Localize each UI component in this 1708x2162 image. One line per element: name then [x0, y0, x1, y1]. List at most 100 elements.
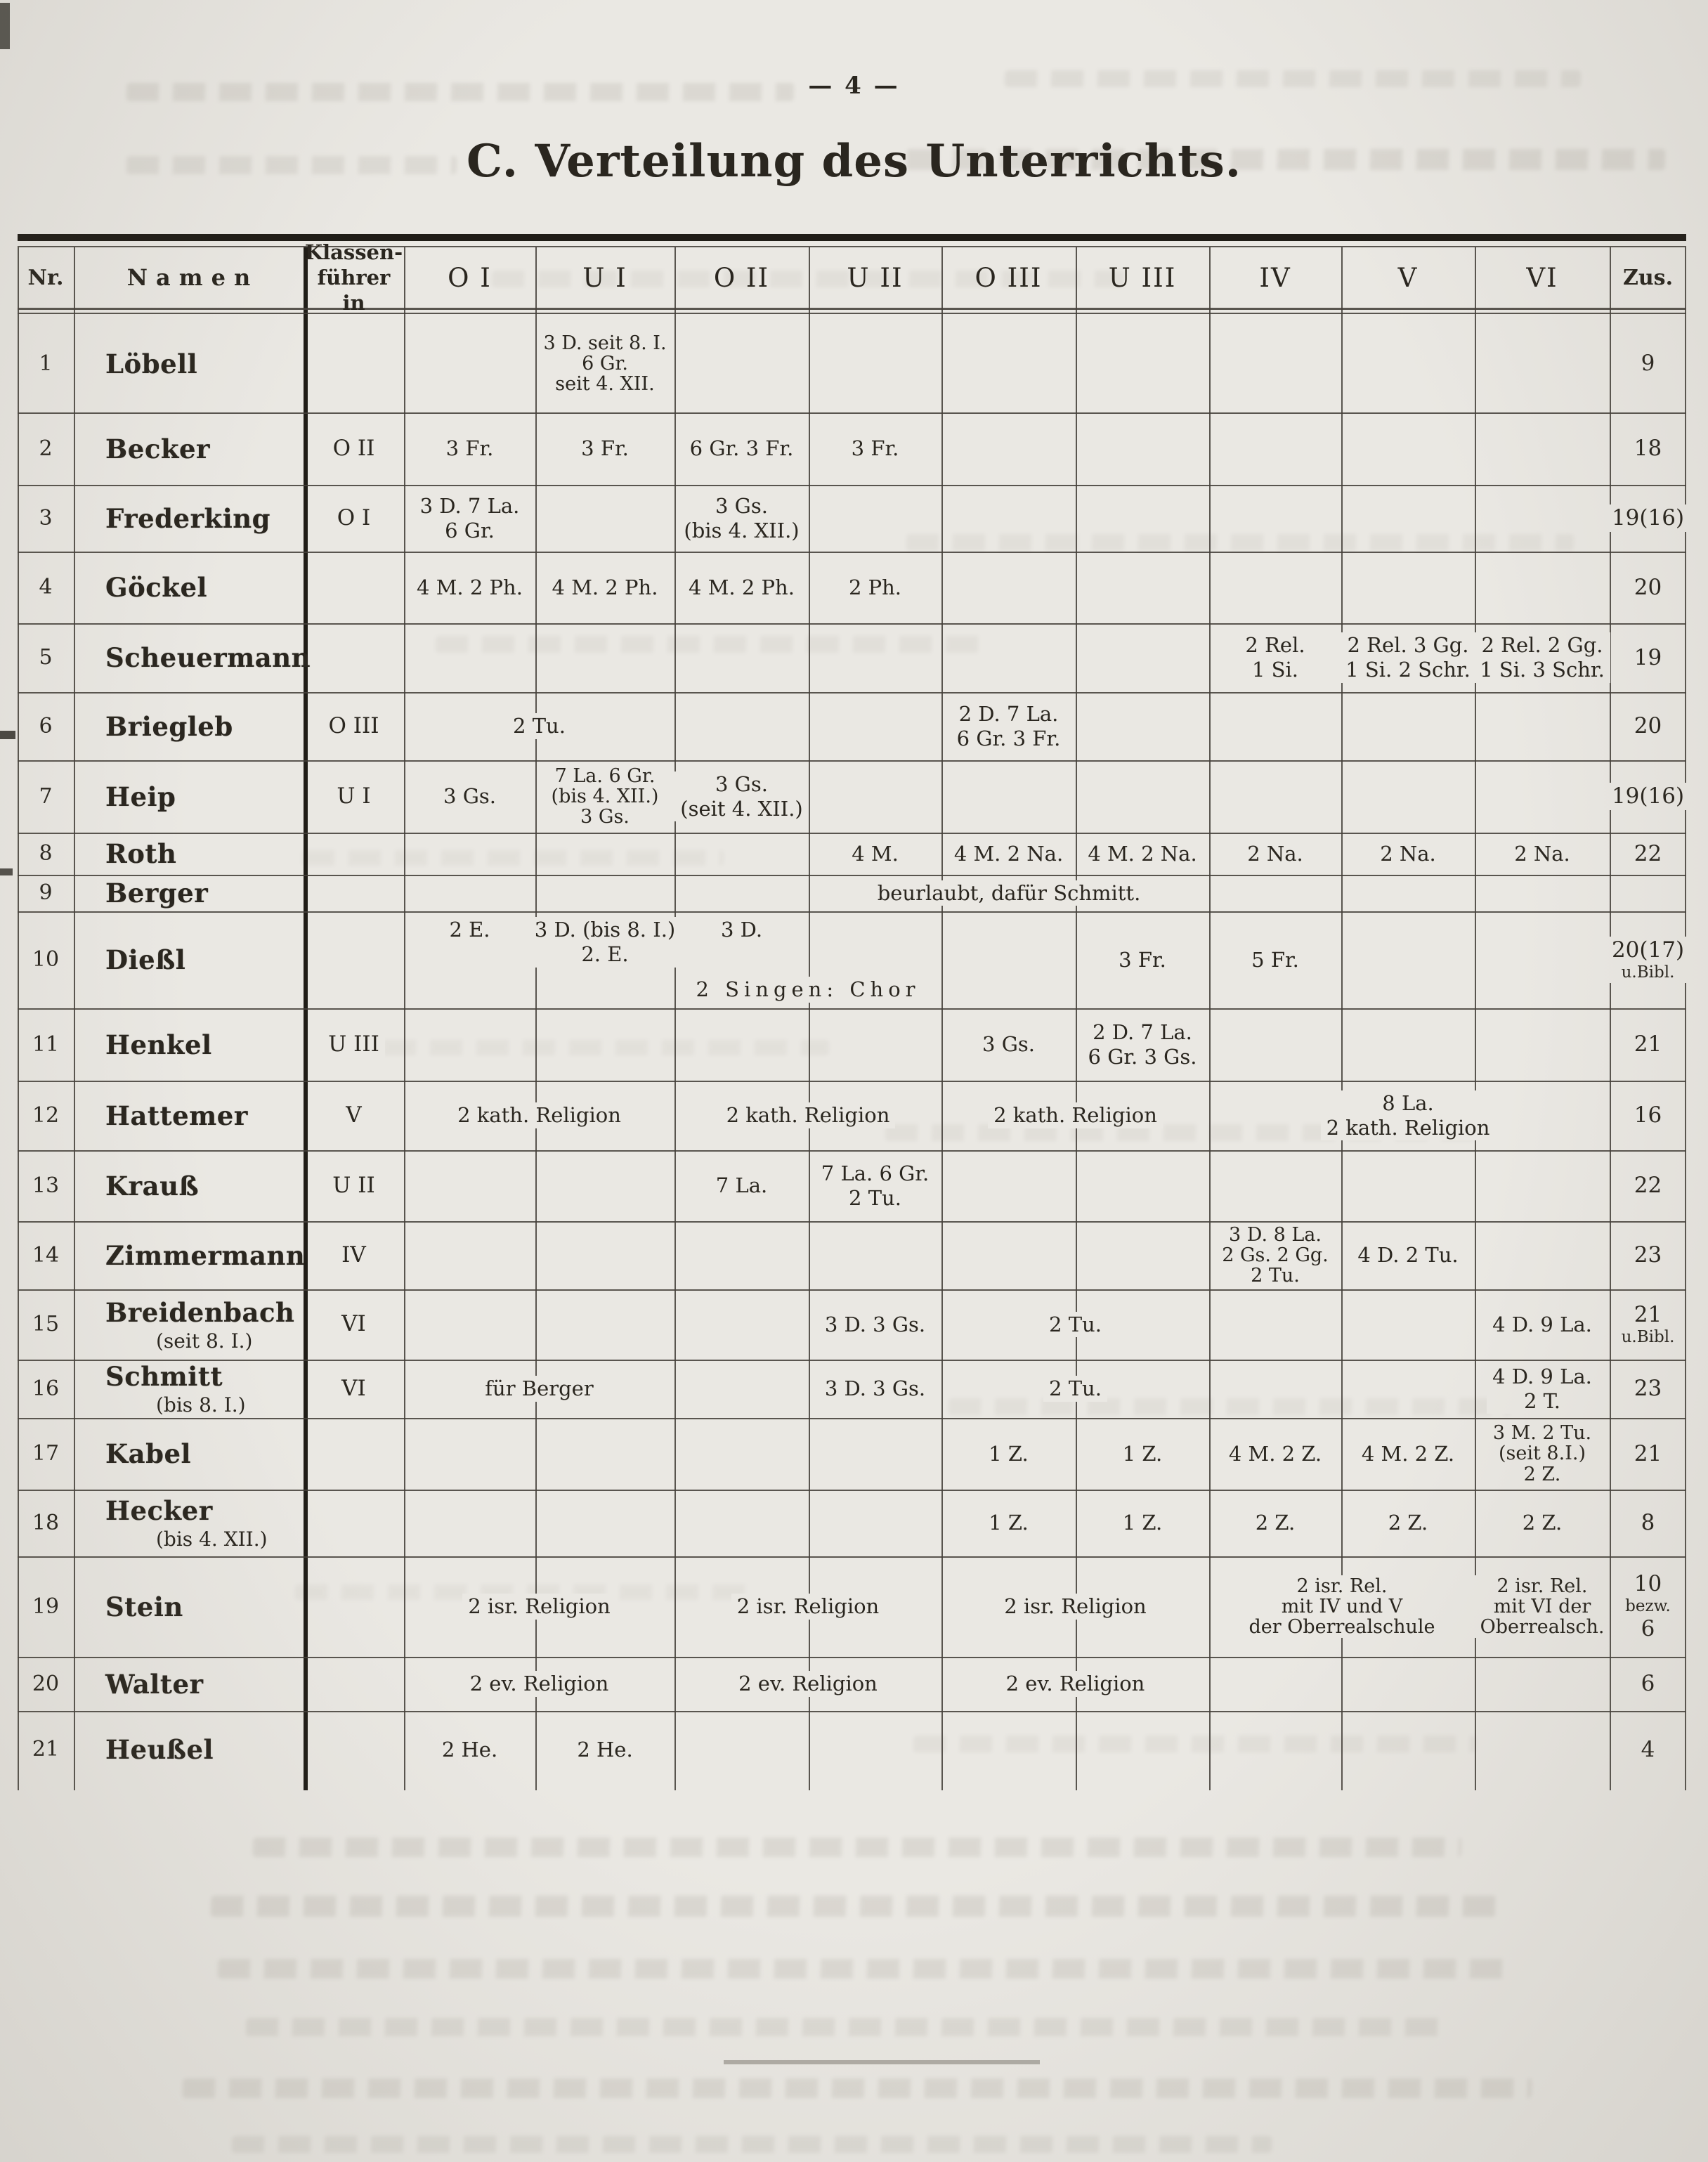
lesson-cell: 4 M. 2 Ph.	[535, 552, 674, 623]
row-divider	[18, 1418, 1686, 1419]
cell-text: U I	[331, 782, 377, 811]
teacher-name-cell: Berger	[74, 875, 304, 911]
cell-text: 13	[32, 1173, 60, 1198]
total-cell: 6	[1610, 1657, 1686, 1711]
row-divider	[18, 875, 1686, 876]
cell-text: 2 isr. Religion	[998, 1594, 1152, 1620]
row-number: 11	[18, 1008, 74, 1081]
row-number: 13	[18, 1150, 74, 1221]
cell-text: 23	[1628, 1375, 1668, 1402]
total-cell: 23	[1610, 1360, 1686, 1418]
lesson-cell: 5 Fr.	[1209, 911, 1341, 1008]
teacher-name-cell: Göckel	[74, 552, 304, 623]
cell-text: 19	[32, 1594, 60, 1619]
lesson-span: 2 ev. Religion	[941, 1657, 1209, 1711]
bleed-through-text	[245, 2018, 1441, 2036]
row-number: 2	[18, 412, 74, 485]
header-label: VI	[1526, 262, 1558, 293]
cell-text: 2 Na.	[1241, 840, 1309, 867]
cell-text: 3 D. 8 La. 2 Gs. 2 Gg. 2 Tu.	[1216, 1223, 1334, 1287]
total-cell: 19	[1610, 623, 1686, 692]
cell-text: U III	[322, 1030, 385, 1059]
lesson-cell: 2 D. 7 La. 6 Gr. 3 Gs.	[1076, 1008, 1209, 1081]
row-divider	[18, 412, 1686, 414]
teacher-name: Dießl	[105, 944, 186, 975]
header-class-VI: VI	[1475, 247, 1610, 308]
teacher-name: Hattemer	[105, 1100, 248, 1131]
cell-text: 10	[32, 947, 60, 972]
cell-text: 15	[32, 1312, 60, 1336]
bleed-through-text	[906, 534, 1575, 551]
page-number: — 4 —	[808, 72, 900, 100]
lesson-cell: 1 Z.	[1076, 1490, 1209, 1556]
row-divider	[18, 485, 1686, 486]
cell-text: 21	[1628, 1031, 1668, 1058]
cell-text: 8 La. 2 kath. Religion	[1320, 1090, 1496, 1141]
lesson-cell: 3 Fr.	[1076, 911, 1209, 1008]
cell-text: 2 He.	[571, 1736, 639, 1763]
row-number: 3	[18, 485, 74, 552]
row-divider	[18, 623, 1686, 625]
cell-text: 14	[32, 1242, 60, 1268]
cell-text: 3 Fr.	[845, 436, 905, 462]
teacher-name-cell: Walter	[74, 1657, 304, 1711]
cell-text: VI	[336, 1374, 372, 1403]
table-column-rule	[809, 247, 810, 1790]
klassenfuehrer-value: O II	[304, 412, 404, 485]
row-divider	[18, 911, 1686, 913]
row-divider	[18, 1008, 1686, 1010]
lesson-cell: 2 He.	[535, 1711, 674, 1788]
klassenfuehrer-value: U I	[304, 760, 404, 833]
cell-text: O III	[322, 712, 385, 741]
row-number: 8	[18, 833, 74, 875]
header-class-V: V	[1341, 247, 1475, 308]
teacher-name: Heip	[105, 781, 176, 812]
teacher-name-note: (seit 8. I.)	[156, 1329, 253, 1353]
lesson-cell: 3 D. 3 Gs.	[809, 1360, 941, 1418]
bleed-through-text	[210, 1896, 1497, 1917]
lesson-cell: 3 Gs.	[404, 760, 535, 833]
bleed-through-text	[217, 1959, 1511, 1979]
lesson-cell: 4 M. 2 Na.	[1076, 833, 1209, 875]
lesson-cell: 4 M. 2 Ph.	[674, 552, 809, 623]
table-column-rule	[1341, 247, 1343, 1790]
header-class-OII: O II	[674, 247, 809, 308]
teacher-name-cell: Becker	[74, 412, 304, 485]
cell-text: 2 kath. Religion	[452, 1102, 627, 1128]
lesson-span: 2 kath. Religion	[674, 1081, 941, 1150]
teacher-name: Briegleb	[105, 710, 233, 742]
lesson-cell: 2 Z.	[1209, 1490, 1341, 1556]
cell-text: 4 M. 2 Z.	[1355, 1440, 1461, 1467]
cell-text: 22	[1628, 1172, 1668, 1199]
table-column-rule	[1076, 247, 1077, 1790]
teacher-name-cell: Breidenbach (seit 8. I.)	[74, 1289, 304, 1360]
cell-text: 8	[39, 841, 53, 866]
row-number: 17	[18, 1418, 74, 1490]
lesson-span: beurlaubt, dafür Schmitt.	[809, 875, 1209, 911]
cell-text: 19(16)	[1605, 783, 1690, 810]
cell-text: 11	[32, 1031, 60, 1057]
teacher-name-cell: Kabel	[74, 1418, 304, 1490]
bleed-through-text	[231, 2136, 1272, 2153]
cell-text: 7	[39, 783, 53, 809]
header-label: führer in	[317, 265, 391, 315]
lesson-cell: 3 D. 3 Gs.	[809, 1289, 941, 1360]
row-divider	[18, 833, 1686, 834]
header-label: Zus.	[1622, 265, 1674, 290]
cell-text: 3 Gs.	[438, 783, 502, 809]
cell-text: 4 D. 2 Tu.	[1352, 1242, 1464, 1268]
cell-text: 2 Tu.	[1043, 1311, 1107, 1338]
row-divider	[18, 1711, 1686, 1712]
header-name: Namen	[74, 247, 304, 308]
cell-text: 1 Z.	[1116, 1510, 1168, 1536]
teacher-name: Göckel	[105, 572, 208, 603]
total-cell: 21 u.Bibl.	[1610, 1289, 1686, 1360]
header-label: O II	[713, 262, 770, 293]
lesson-cell: 4 M. 2 Z.	[1209, 1418, 1341, 1490]
total-cell: 10 bezw. 6	[1610, 1556, 1686, 1657]
teacher-name-cell: Schmitt (bis 8. I.)	[74, 1360, 304, 1418]
lesson-cell: 2 Z.	[1475, 1490, 1610, 1556]
cell-text: 5 Fr.	[1246, 946, 1305, 973]
header-class-UII: U II	[809, 247, 941, 308]
